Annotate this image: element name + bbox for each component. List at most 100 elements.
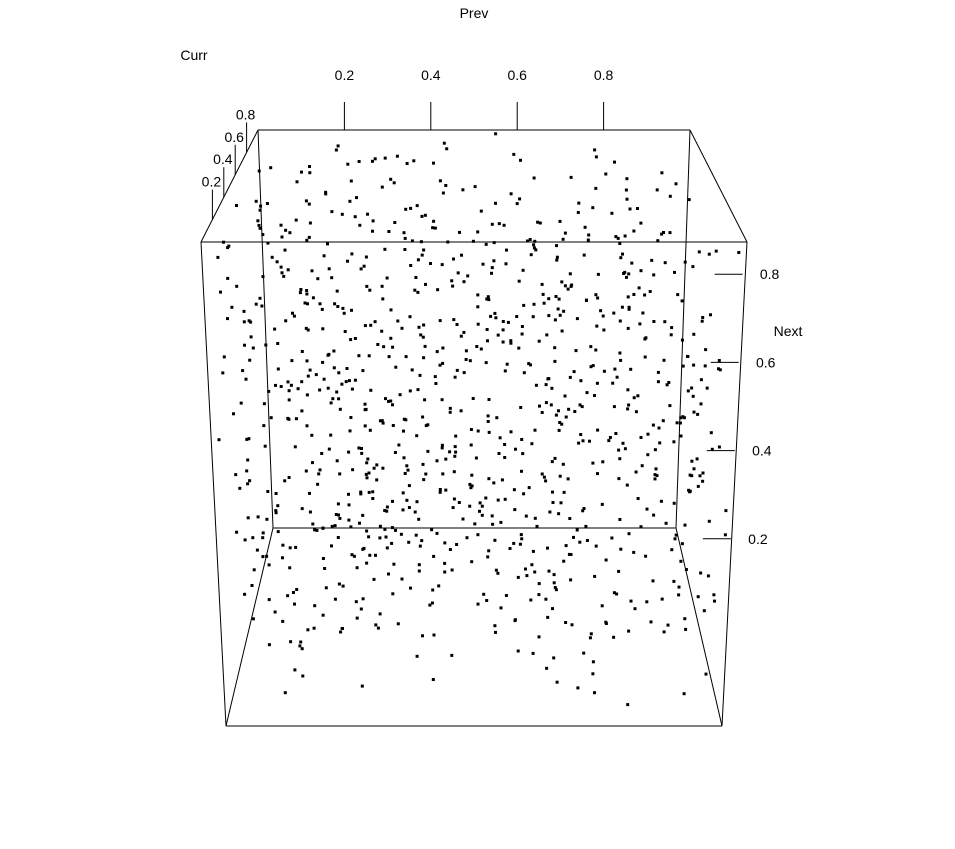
data-point [293, 445, 297, 449]
data-point [298, 291, 302, 295]
box-edge-bottom-left [225, 527, 274, 727]
data-point [497, 222, 501, 226]
data-point [389, 177, 393, 181]
data-point [261, 536, 265, 540]
data-point [430, 528, 434, 532]
data-point [235, 284, 239, 288]
data-point [444, 457, 448, 461]
data-point [448, 406, 452, 410]
data-point [455, 323, 459, 326]
data-point [668, 194, 672, 198]
data-point [610, 211, 614, 215]
data-point [683, 617, 687, 621]
data-point [615, 592, 619, 596]
data-point [332, 349, 336, 353]
data-point [632, 293, 636, 296]
data-point [413, 288, 417, 292]
data-point [276, 530, 280, 534]
data-point [336, 305, 340, 308]
data-point [540, 282, 544, 286]
data-point [560, 422, 564, 426]
data-point [393, 451, 397, 454]
data-point [391, 403, 394, 407]
data-point [471, 239, 475, 243]
data-point [267, 643, 271, 647]
data-point [652, 320, 656, 323]
data-point [652, 273, 656, 277]
data-point [259, 204, 263, 208]
data-point [453, 445, 457, 449]
data-point [503, 443, 507, 446]
data-point [330, 210, 334, 214]
data-point [619, 358, 623, 362]
data-point [276, 504, 280, 508]
data-point [596, 296, 600, 300]
box-edge-front-right [721, 241, 748, 727]
data-point [306, 628, 310, 632]
data-point [591, 672, 595, 676]
data-point [357, 160, 361, 163]
data-point [579, 379, 583, 383]
data-point [423, 213, 427, 217]
data-point [336, 536, 340, 539]
data-point [414, 533, 418, 537]
data-point [696, 595, 700, 599]
data-point [484, 496, 488, 500]
data-point [636, 497, 640, 500]
data-point [690, 474, 694, 478]
data-point [704, 672, 708, 676]
z-tick-label: 0.2 [748, 531, 768, 547]
data-point [548, 510, 552, 514]
data-point [263, 444, 267, 448]
data-point [353, 215, 357, 219]
y-tick-label: 0.4 [213, 151, 233, 167]
data-point [329, 433, 333, 437]
data-point [363, 324, 367, 328]
data-point [646, 432, 650, 436]
data-point [416, 290, 420, 294]
data-point [518, 197, 522, 201]
data-point [367, 471, 371, 475]
data-point [441, 472, 445, 476]
data-point [579, 433, 583, 436]
data-point [684, 627, 688, 631]
data-point [274, 492, 278, 495]
data-point [627, 532, 631, 536]
data-point [544, 479, 548, 483]
data-point [281, 556, 284, 560]
box-edge-front-left [200, 241, 227, 727]
box-edge-bottom-right [675, 527, 723, 727]
data-point [323, 567, 327, 570]
data-point [347, 518, 351, 522]
data-point [676, 293, 680, 297]
data-point [531, 651, 535, 655]
data-point [476, 533, 480, 537]
data-point [450, 568, 454, 572]
data-point [522, 371, 526, 375]
data-point [289, 640, 293, 644]
data-point [583, 225, 587, 229]
data-point [509, 341, 513, 345]
data-point [706, 574, 710, 578]
data-point [294, 218, 298, 222]
data-point [371, 219, 375, 223]
data-point [397, 443, 401, 447]
data-point [651, 423, 655, 427]
data-point [453, 454, 457, 458]
data-point [698, 474, 702, 478]
data-point [494, 201, 497, 205]
data-point [390, 526, 394, 530]
data-point [469, 428, 473, 431]
data-point [662, 358, 666, 362]
data-point [557, 428, 561, 432]
data-point [318, 468, 322, 472]
data-point [625, 197, 629, 201]
data-point [470, 560, 474, 564]
data-point [415, 204, 419, 208]
data-point [417, 517, 421, 521]
data-point [546, 546, 549, 550]
data-point [305, 359, 309, 363]
data-point [677, 593, 681, 597]
x-axis: Prev 0.2 0.4 0.6 0.8 [335, 5, 614, 130]
data-point [468, 482, 472, 486]
